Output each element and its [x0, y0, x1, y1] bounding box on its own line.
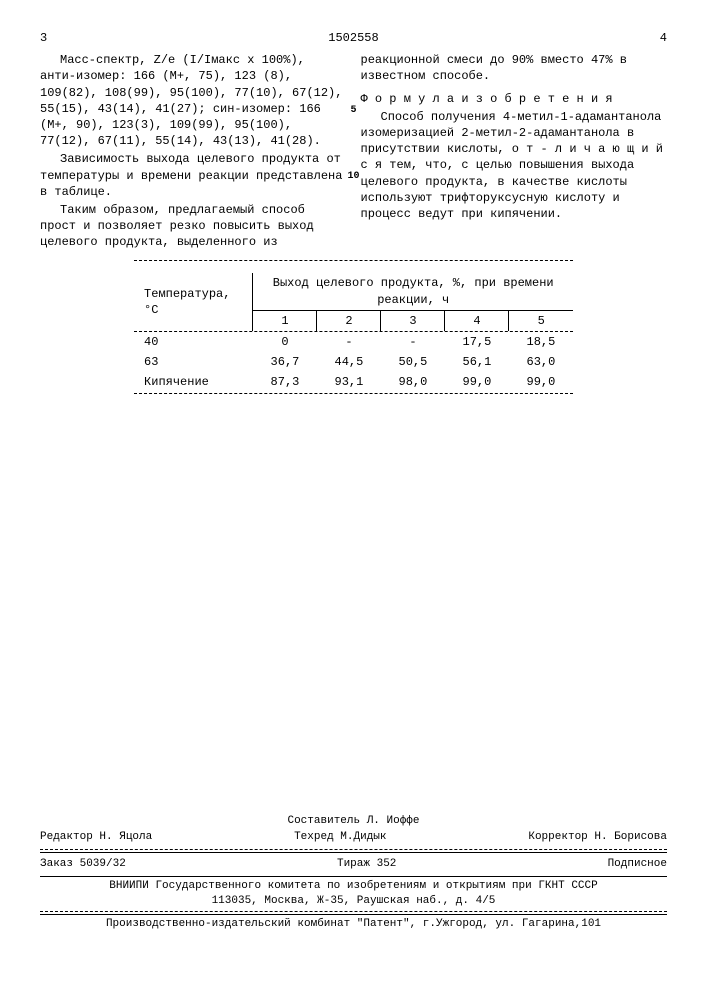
- continuation-text: реакционной смеси до 90% вместо 47% в из…: [361, 52, 668, 84]
- temp-cell: 63: [134, 352, 253, 372]
- cell: 36,7: [253, 352, 317, 372]
- formula-heading: Ф о р м у л а и з о б р е т е н и я: [361, 91, 668, 107]
- cell: 99,0: [509, 372, 573, 392]
- order-number: Заказ 5039/32: [40, 857, 126, 872]
- time-col-5: 5: [509, 310, 573, 331]
- temp-cell: 40: [134, 332, 253, 352]
- credits-row: Редактор Н. Яцола Техред М.Дидык Коррект…: [40, 828, 667, 847]
- cell: 17,5: [445, 332, 509, 352]
- cell: 18,5: [509, 332, 573, 352]
- tech-editor: Техред М.Дидык: [294, 830, 386, 845]
- conclusion-text: Таким образом, предлагаемый способ прост…: [40, 202, 347, 251]
- right-column: реакционной смеси до 90% вместо 47% в из…: [361, 52, 668, 252]
- page-num-left: 3: [40, 30, 47, 46]
- temp-header: Температура, °С: [134, 273, 253, 331]
- left-column: Масс-спектр, Z/e (I/Iмакс х 100%), анти-…: [40, 52, 347, 252]
- time-col-2: 2: [317, 310, 381, 331]
- order-row: Заказ 5039/32 Тираж 352 Подписное: [40, 855, 667, 874]
- footer-rule-3: [40, 876, 667, 877]
- two-column-body: Масс-спектр, Z/e (I/Iмакс х 100%), анти-…: [40, 52, 667, 252]
- imprint-footer: Составитель Л. Иоффе Редактор Н. Яцола Т…: [40, 814, 667, 932]
- subscription: Подписное: [608, 857, 667, 872]
- cell: 50,5: [381, 352, 445, 372]
- page-num-right: 4: [660, 30, 667, 46]
- producer-line: Производственно-издательский комбинат "П…: [40, 917, 667, 932]
- org-line: ВНИИПИ Государственного комитета по изоб…: [40, 879, 667, 894]
- temp-cell: Кипячение: [134, 372, 253, 392]
- dependency-text: Зависимость выхода целевого продукта от …: [40, 151, 347, 200]
- time-col-4: 4: [445, 310, 509, 331]
- time-col-3: 3: [381, 310, 445, 331]
- cell: 44,5: [317, 352, 381, 372]
- cell: 93,1: [317, 372, 381, 392]
- corrector: Корректор Н. Борисова: [528, 830, 667, 845]
- table-header-row-1: Температура, °С Выход целевого продукта,…: [134, 273, 573, 310]
- composer-line: Составитель Л. Иоффе: [40, 814, 667, 829]
- footer-rule-1: [40, 849, 667, 850]
- mass-spectrum-text: Масс-спектр, Z/e (I/Iмакс х 100%), анти-…: [40, 52, 347, 149]
- cell: 99,0: [445, 372, 509, 392]
- footer-rule-4: [40, 911, 667, 912]
- time-col-1: 1: [253, 310, 317, 331]
- editor: Редактор Н. Яцола: [40, 830, 152, 845]
- yield-header: Выход целевого продукта, %, при времени …: [253, 273, 573, 310]
- table-row: 40 0 - - 17,5 18,5: [134, 332, 573, 352]
- cell: 56,1: [445, 352, 509, 372]
- cell: 98,0: [381, 372, 445, 392]
- footer-rule-2: [40, 852, 667, 853]
- cell: -: [317, 332, 381, 352]
- footer-rule-5: [40, 914, 667, 915]
- claim-text: Способ получения 4-метил-1-адамантанола …: [361, 109, 668, 222]
- page-header: 3 1502558 4: [40, 30, 667, 46]
- table-row: 63 36,7 44,5 50,5 56,1 63,0: [134, 352, 573, 372]
- document-number: 1502558: [47, 30, 660, 46]
- cell: 63,0: [509, 352, 573, 372]
- line-number-5: 5: [350, 104, 356, 118]
- table-top-rule: [134, 260, 573, 261]
- cell: 87,3: [253, 372, 317, 392]
- cell: 0: [253, 332, 317, 352]
- line-number-10: 10: [347, 170, 359, 184]
- address-line: 113035, Москва, Ж-35, Раушская наб., д. …: [40, 894, 667, 909]
- print-run: Тираж 352: [337, 857, 396, 872]
- yield-table-container: Температура, °С Выход целевого продукта,…: [134, 260, 573, 393]
- yield-table: Температура, °С Выход целевого продукта,…: [134, 273, 573, 392]
- cell: -: [381, 332, 445, 352]
- table-row: Кипячение 87,3 93,1 98,0 99,0 99,0: [134, 372, 573, 392]
- table-bottom-rule: [134, 393, 573, 394]
